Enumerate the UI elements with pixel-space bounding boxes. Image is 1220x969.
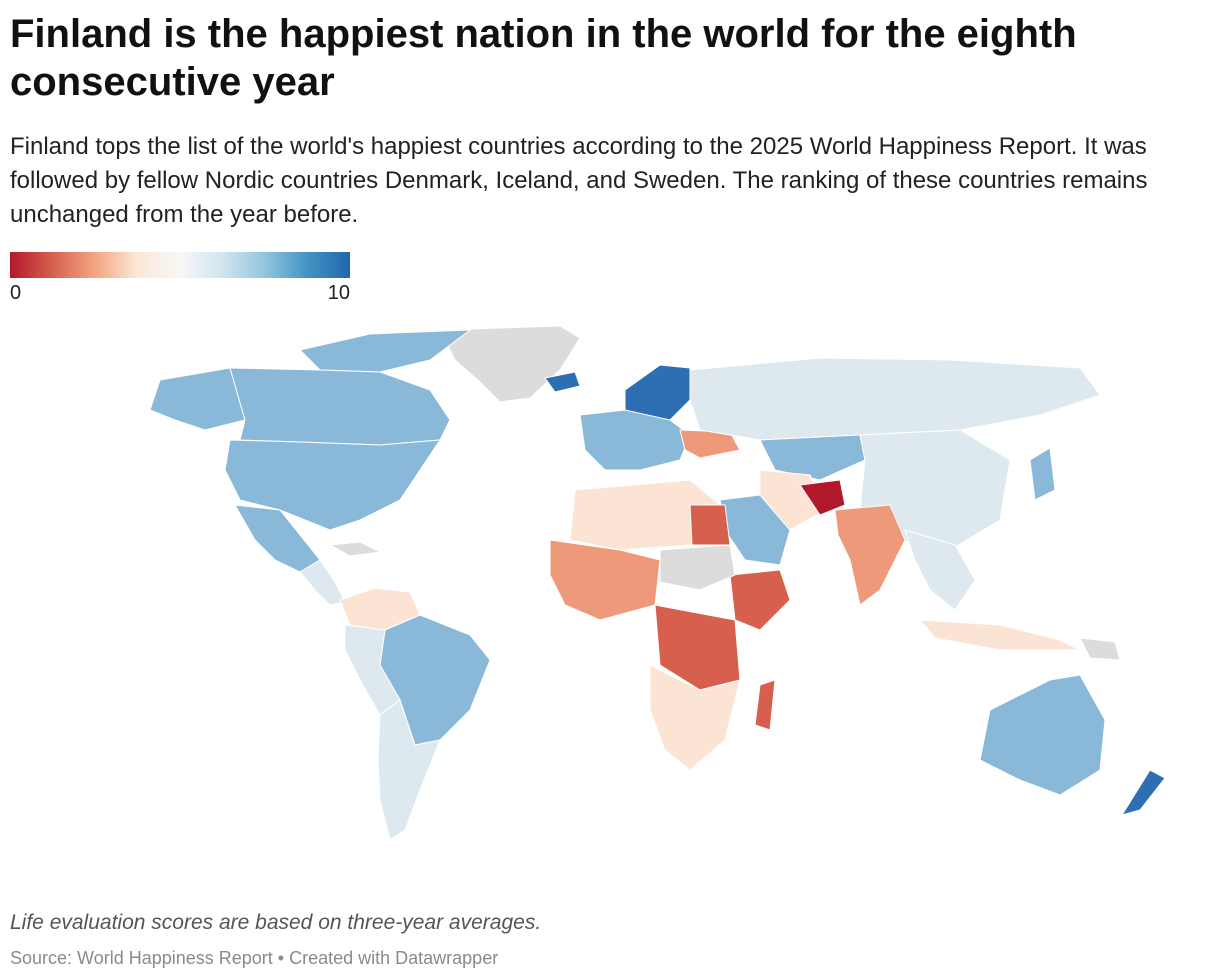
region-southeast-asia[interactable] xyxy=(904,529,976,611)
region-egypt[interactable] xyxy=(689,504,731,546)
region-papua[interactable] xyxy=(1079,637,1121,661)
region-usa[interactable] xyxy=(224,439,441,531)
region-kazakhstan[interactable] xyxy=(759,434,866,481)
region-india[interactable] xyxy=(834,504,906,606)
region-australia[interactable] xyxy=(979,674,1106,796)
world-choropleth-map xyxy=(149,325,1166,841)
region-west-africa[interactable] xyxy=(549,539,661,621)
region-madagascar[interactable] xyxy=(754,679,776,731)
region-argentina-chile[interactable] xyxy=(377,699,441,841)
region-arctic-islands[interactable] xyxy=(299,329,472,373)
legend-max-label: 10 xyxy=(327,282,350,304)
region-alaska[interactable] xyxy=(149,367,246,431)
source-credit: Source: World Happiness Report • Created… xyxy=(10,948,499,968)
region-indonesia[interactable] xyxy=(918,619,1081,651)
region-western-europe[interactable] xyxy=(579,409,691,471)
region-japan[interactable] xyxy=(1029,447,1056,501)
footnote: Life evaluation scores are based on thre… xyxy=(10,911,542,934)
region-southern-africa[interactable] xyxy=(649,664,741,771)
color-legend: 0 10 xyxy=(10,252,350,304)
region-iceland[interactable] xyxy=(544,371,581,393)
region-russia[interactable] xyxy=(689,357,1101,441)
chart-subtitle: Finland tops the list of the world's hap… xyxy=(10,133,1148,228)
legend-gradient-bar xyxy=(10,252,350,278)
chart-title: Finland is the happiest nation in the wo… xyxy=(10,12,1077,104)
region-horn-of-africa[interactable] xyxy=(729,569,791,631)
region-new-zealand[interactable] xyxy=(1120,769,1166,816)
region-caribbean[interactable] xyxy=(328,541,382,557)
region-sahel-no-data[interactable] xyxy=(659,544,736,591)
region-afghanistan[interactable] xyxy=(799,479,846,516)
region-canada[interactable] xyxy=(229,367,451,446)
legend-min-label: 0 xyxy=(10,282,22,304)
region-north-africa[interactable] xyxy=(569,479,721,551)
region-greenland[interactable] xyxy=(439,325,581,403)
